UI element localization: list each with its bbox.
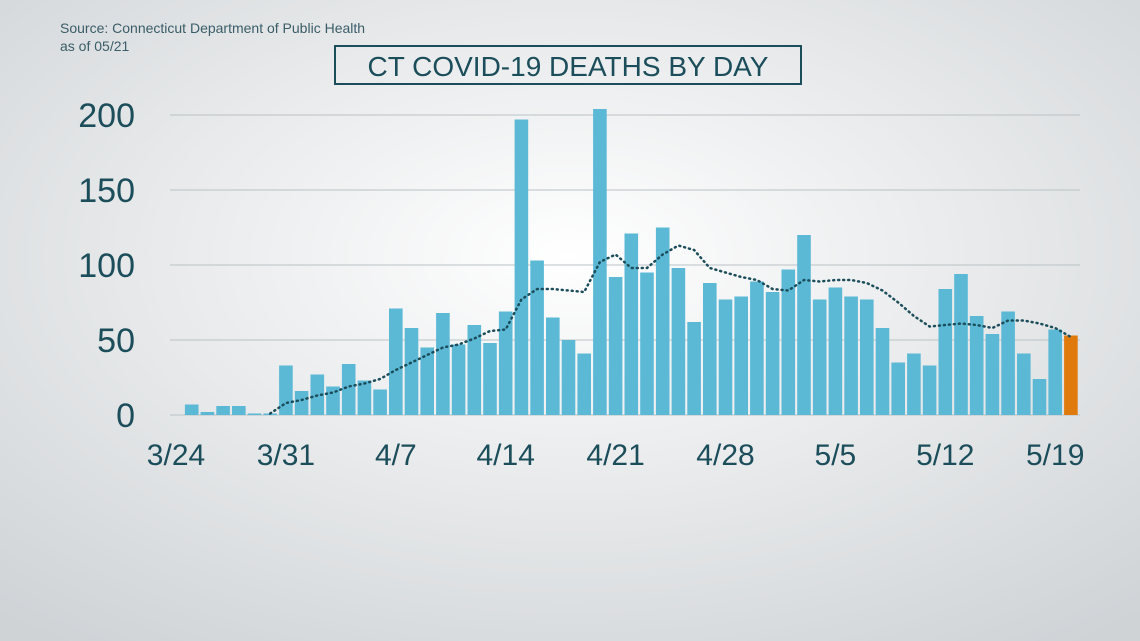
- bar: [326, 386, 340, 415]
- y-tick-label: 200: [78, 97, 135, 135]
- x-tick-label: 5/5: [815, 439, 857, 472]
- bar: [671, 268, 686, 415]
- bar: [750, 281, 764, 415]
- bar: [907, 353, 921, 415]
- bar: [954, 274, 968, 415]
- bar: [703, 283, 717, 415]
- bar: [561, 340, 576, 415]
- bar: [828, 287, 843, 415]
- bar: [765, 292, 780, 415]
- source: Source: Connecticut Department of Public…: [60, 20, 365, 36]
- bar: [451, 344, 466, 415]
- x-tick-label: 4/7: [375, 439, 417, 472]
- bar: [546, 317, 560, 415]
- bar: [922, 365, 937, 415]
- x-tick-label: 5/12: [916, 439, 974, 472]
- bar: [687, 322, 701, 415]
- bar: [969, 316, 984, 415]
- bar: [357, 380, 372, 415]
- as-of: as of 05/21: [60, 38, 129, 54]
- bar: [1017, 353, 1031, 415]
- chart-title: CT COVID-19 DEATHS BY DAY: [368, 51, 769, 82]
- bar: [498, 311, 513, 415]
- bar: [373, 389, 387, 415]
- bar: [216, 406, 230, 415]
- bar: [797, 235, 811, 415]
- x-tick-label: 3/31: [257, 439, 315, 472]
- bar: [860, 299, 874, 415]
- y-tick-label: 0: [116, 397, 135, 435]
- x-tick-label: 5/19: [1026, 439, 1084, 472]
- bar: [781, 269, 796, 415]
- bar: [1048, 329, 1062, 415]
- bar: [530, 260, 544, 415]
- bar: [734, 296, 748, 415]
- bar: [467, 325, 482, 415]
- x-tick-label: 3/24: [147, 439, 205, 472]
- bar: [514, 119, 529, 415]
- x-tick-label: 4/21: [586, 439, 644, 472]
- bar: [812, 299, 827, 415]
- bar: [247, 413, 262, 415]
- y-tick-label: 150: [78, 172, 135, 210]
- bar: [875, 328, 890, 415]
- bar: [640, 272, 654, 415]
- bar: [184, 404, 199, 415]
- bar: [985, 334, 1000, 415]
- bar: [655, 227, 670, 415]
- bar: [608, 277, 623, 415]
- bar: [200, 412, 215, 415]
- bar: [938, 289, 953, 415]
- x-tick-label: 4/14: [477, 439, 535, 472]
- bar: [279, 365, 293, 415]
- bar: [294, 391, 309, 415]
- bar: [483, 343, 497, 415]
- bar: [232, 406, 246, 415]
- bar: [389, 308, 403, 415]
- bar: [891, 362, 905, 415]
- bar: [844, 296, 858, 415]
- bar: [1064, 335, 1078, 415]
- bar: [341, 364, 356, 415]
- title-box: [334, 45, 802, 85]
- bar: [624, 233, 639, 415]
- bar: [420, 347, 434, 415]
- x-tick-label: 4/28: [696, 439, 754, 472]
- bar: [718, 299, 733, 415]
- bar: [404, 328, 419, 415]
- y-tick-label: 100: [78, 247, 135, 285]
- y-tick-label: 50: [97, 322, 135, 360]
- bar: [577, 353, 591, 415]
- bar: [1001, 311, 1015, 415]
- bar: [1032, 379, 1047, 415]
- moving-average-line: [268, 244, 1073, 415]
- bar: [436, 313, 450, 415]
